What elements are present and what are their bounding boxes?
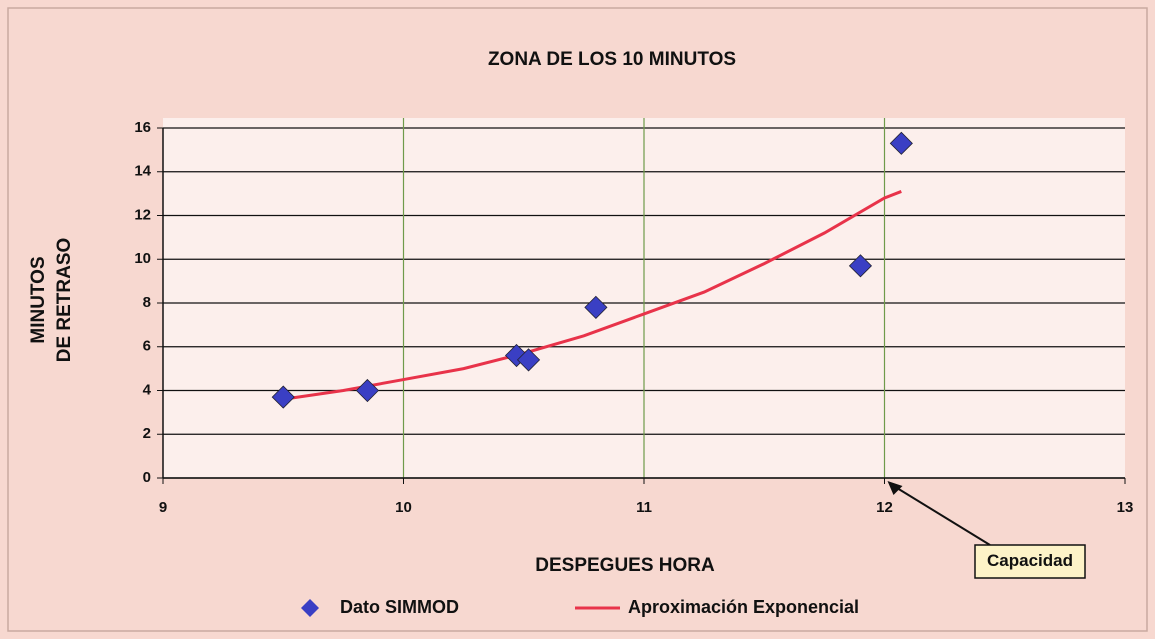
- y-tick-label: 12: [134, 206, 151, 223]
- y-tick-label: 14: [134, 163, 151, 180]
- annotation-box: [974, 544, 1086, 579]
- x-tick-label: 12: [876, 499, 893, 516]
- frame: [7, 7, 1148, 632]
- y-tick-label: 8: [143, 294, 151, 311]
- annotation-label: Capacidad: [987, 551, 1073, 570]
- y-tick-label: 2: [143, 425, 151, 442]
- chart-title: ZONA DE LOS 10 MINUTOS: [488, 49, 736, 70]
- y-tick-label: 16: [134, 119, 151, 136]
- y-axis-label-line: MINUTOS: [28, 256, 49, 343]
- data-point: [848, 254, 873, 278]
- y-tick-label: 0: [143, 469, 151, 486]
- data-point: [516, 348, 541, 372]
- x-tick-label: 13: [1117, 499, 1134, 516]
- annotation-arrow: [889, 483, 991, 546]
- x-tick-label: 11: [636, 499, 652, 516]
- fit-line: [283, 190, 902, 401]
- y-tick-label: 4: [143, 381, 152, 398]
- data-point: [271, 385, 295, 409]
- data-point: [889, 131, 913, 155]
- legend-label: Aproximación Exponencial: [628, 597, 859, 617]
- legend-label: Dato SIMMOD: [340, 597, 459, 617]
- x-axis-label: DESPEGUES HORA: [535, 555, 715, 576]
- x-tick-label: 10: [395, 499, 412, 516]
- y-tick-label: 6: [143, 338, 151, 355]
- data-point: [355, 378, 379, 403]
- legend-marker: [301, 599, 319, 617]
- annotation-arrowhead: [887, 481, 903, 495]
- data-point: [584, 295, 608, 319]
- y-axis-label-line: DE RETRASO: [54, 238, 75, 363]
- y-axis-label: MINUTOS DE RETRASO: [28, 238, 75, 363]
- y-tick-label: 10: [134, 250, 151, 267]
- x-tick-label: 9: [159, 499, 167, 516]
